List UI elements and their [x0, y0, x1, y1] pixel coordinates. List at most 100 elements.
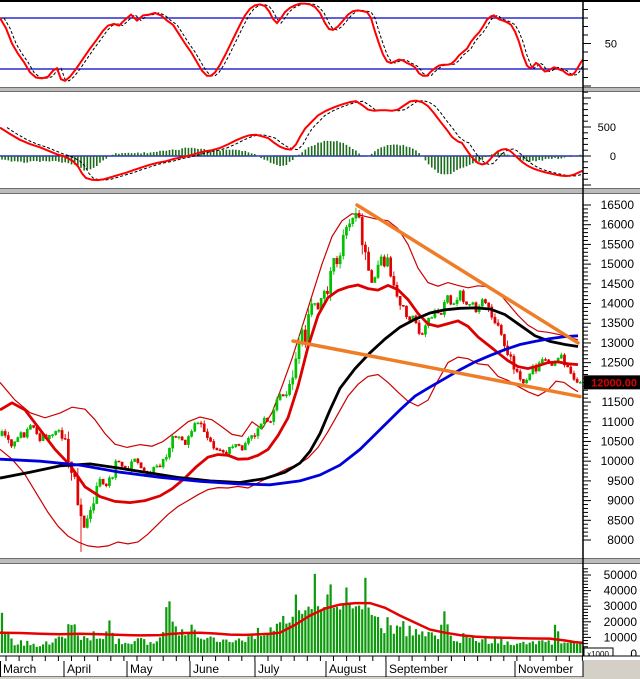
candlestick-body [490, 306, 494, 318]
candlestick-body [51, 434, 54, 436]
macd-histogram-bar [481, 156, 484, 160]
volume-bar [23, 645, 26, 653]
macd-histogram-bar [121, 153, 123, 156]
volume-bar [32, 643, 35, 653]
month-label: June [193, 662, 219, 676]
macd-histogram-bar [323, 140, 326, 156]
candlestick-body [171, 436, 174, 449]
volume-bar [266, 635, 269, 653]
candlestick-body [509, 354, 513, 357]
candlestick-body [357, 213, 361, 218]
macd-histogram-bar [241, 151, 243, 156]
candlestick-body [89, 509, 92, 519]
candlestick-body [566, 364, 569, 368]
volume-bar [301, 613, 304, 653]
volume-bar [509, 644, 512, 653]
candlestick-body [218, 449, 222, 452]
candlestick-body [503, 334, 506, 347]
macd-histogram-bar [193, 148, 196, 156]
macd-histogram-bar [146, 153, 149, 156]
volume-bar [449, 635, 452, 653]
candlestick-body [240, 445, 244, 451]
candlestick-body [575, 379, 579, 383]
candlestick-body [525, 379, 528, 384]
volume-bar [196, 637, 200, 653]
volume-bar [73, 624, 76, 653]
candlestick-body [22, 432, 26, 438]
macd-histogram-bar [424, 156, 427, 161]
macd-histogram-bar [212, 151, 215, 156]
macd-signal-line [6, 100, 583, 181]
candlestick-body [237, 444, 241, 446]
macd-histogram-bar [137, 152, 139, 156]
candlestick-body [262, 417, 266, 425]
volume-bar [560, 643, 563, 653]
ma20-red-line [0, 283, 579, 505]
candlestick-body [79, 504, 83, 517]
volume-bar [421, 631, 424, 653]
volume-bar [446, 624, 449, 653]
volume-bar [146, 644, 149, 653]
candlestick-body [67, 438, 70, 463]
macd-histogram-bar [358, 153, 360, 156]
macd-histogram-bar [35, 156, 38, 162]
trendline-lower-support [291, 339, 582, 399]
volume-bar [367, 607, 370, 653]
candlestick-body [130, 461, 133, 470]
candlestick-body [297, 341, 301, 359]
volume-bar [345, 587, 348, 653]
volume-bar [143, 639, 146, 653]
macd-histogram-bar [250, 153, 253, 156]
macd-histogram-bar [7, 156, 10, 161]
macd-histogram-bar [51, 156, 54, 162]
macd-histogram-bar [560, 156, 563, 159]
candlestick-body [57, 430, 61, 432]
candlestick-body [398, 296, 402, 306]
candlestick-body [215, 447, 219, 451]
macd-histogram-bar [386, 144, 389, 156]
candlestick-body [462, 290, 465, 302]
stochastic-main-line [0, 2, 583, 83]
volume-bar [288, 622, 291, 653]
volume-bar [19, 640, 23, 653]
macd-histogram-bar [370, 153, 373, 156]
macd-histogram-bar [304, 149, 307, 156]
macd-histogram-bar [222, 149, 224, 156]
volume-panel [0, 573, 583, 653]
volume-bar [120, 644, 124, 653]
macd-histogram-bar [329, 141, 332, 156]
price-panel [0, 203, 582, 552]
macd-histogram-bar [351, 149, 354, 156]
price-axis-label: 16000 [601, 218, 635, 232]
volume-axis-label: 40000 [604, 584, 638, 598]
volume-bar [38, 646, 42, 653]
candlestick-body [85, 518, 89, 528]
macd-histogram-bar [168, 149, 171, 156]
volume-bar [76, 635, 79, 653]
candlestick-body [329, 270, 332, 294]
macd-histogram-bar [503, 153, 506, 156]
volume-bar [45, 641, 48, 653]
macd-histogram-bar [10, 156, 13, 162]
volume-bar [563, 642, 566, 653]
volume-bar [206, 637, 209, 653]
macd-histogram-bar [111, 154, 114, 156]
macd-main-line [0, 99, 583, 182]
candlestick-body [430, 317, 434, 319]
macd-histogram-bar [554, 156, 556, 158]
candlestick-body [569, 366, 573, 374]
macd-histogram-bar [187, 147, 190, 156]
candlestick-body [417, 322, 421, 334]
candlestick-body [518, 371, 522, 380]
macd-histogram-bar [254, 154, 256, 156]
macd-histogram-bar [190, 147, 193, 156]
price-axis-label: 10500 [601, 434, 635, 448]
volume-bar [572, 642, 576, 653]
price-axis-label: 8000 [607, 533, 634, 547]
candlestick-body [360, 217, 364, 246]
volume-bar [95, 638, 98, 653]
macd-histogram-bar [39, 156, 41, 162]
volume-bar [171, 621, 174, 653]
macd-histogram-bar [500, 153, 503, 156]
